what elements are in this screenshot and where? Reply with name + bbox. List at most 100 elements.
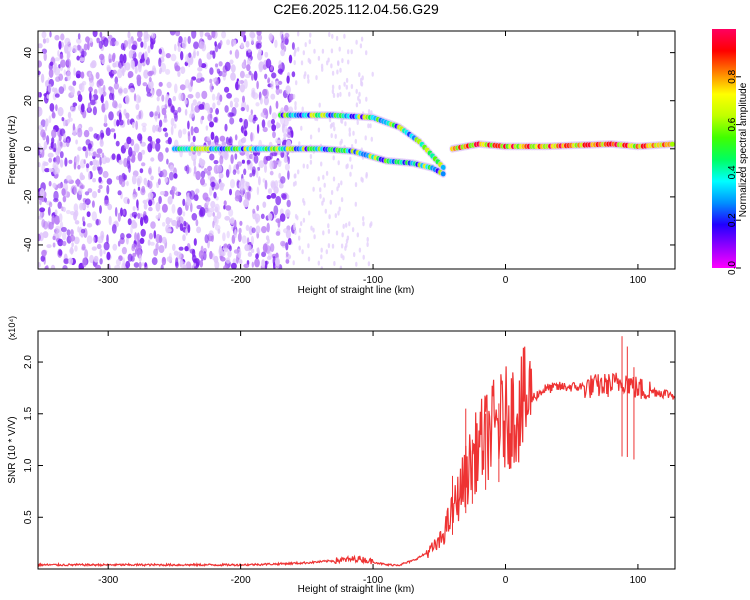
spectrogram-noise-blob [144, 262, 148, 268]
spectrogram-noise-blob [117, 190, 122, 196]
spectrogram-noise-blob [334, 213, 337, 219]
spectrogram-noise-blob [183, 36, 187, 44]
spectrogram-noise-blob [59, 159, 64, 168]
spectrogram-noise-blob [80, 71, 85, 79]
spectrogram-noise-blob [355, 261, 358, 267]
spectrogram-noise-blob [99, 31, 103, 38]
spectrogram-noise-blob [335, 35, 339, 41]
spectrogram-noise-blob [128, 146, 133, 157]
snr-x-tick-label: -300 [98, 575, 118, 586]
spectrogram-noise-blob [280, 176, 286, 184]
spectrogram-y-tick-label: 40 [23, 47, 34, 59]
spectrogram-noise-blob [183, 220, 187, 227]
spectrogram-noise-blob [126, 136, 132, 145]
spectrogram-noise-blob [237, 232, 242, 243]
spectrogram-noise-blob [228, 138, 232, 144]
spectrogram-noise-blob [64, 37, 71, 46]
spectrogram-noise-blob [287, 237, 292, 245]
spectrogram-noise-blob [38, 107, 43, 117]
spectrogram-noise-blob [108, 111, 114, 121]
spectrogram-noise-blob [206, 136, 211, 142]
spectrogram-noise-blob [184, 246, 189, 252]
spectrogram-noise-blob [146, 92, 152, 97]
spectrogram-noise-blob [143, 40, 147, 50]
spectrogram-noise-blob [173, 250, 179, 256]
spectrogram-noise-blob [44, 122, 48, 132]
spectrogram-noise-blob [109, 92, 113, 101]
spectrogram-marks [38, 31, 675, 269]
spectrogram-noise-blob [269, 105, 272, 115]
spectrogram-noise-blob [147, 239, 151, 246]
spectrogram-noise-blob [80, 174, 85, 180]
spectrogram-noise-blob [370, 136, 373, 142]
spectrogram-noise-blob [158, 196, 162, 204]
colorbar-label: Normalized spectral amplitude [738, 82, 749, 217]
spectrogram-noise-blob [171, 191, 175, 200]
spectrogram-noise-blob [251, 73, 254, 81]
spectrogram-noise-blob [339, 91, 342, 97]
spectrogram-noise-blob [149, 111, 154, 118]
spectrogram-noise-blob [326, 60, 329, 66]
spectrogram-noise-blob [302, 163, 305, 169]
spectrogram-noise-blob [149, 139, 153, 149]
spectrogram-noise-blob [126, 180, 129, 187]
spectrogram-noise-blob [338, 46, 341, 52]
spectrogram-noise-blob [121, 246, 127, 255]
spectrogram-noise-blob [355, 102, 359, 108]
spectrogram-noise-blob [246, 190, 251, 201]
spectrogram-noise-blob [358, 247, 362, 253]
spectrogram-noise-blob [114, 40, 119, 46]
spectrogram-noise-blob [75, 155, 80, 165]
spectrogram-noise-blob [262, 243, 268, 253]
spectrogram-noise-blob [255, 253, 259, 260]
spectrogram-noise-blob [167, 97, 172, 107]
spectrogram-noise-blob [298, 227, 302, 233]
spectrogram-noise-blob [48, 68, 54, 79]
spectrogram-noise-blob [193, 165, 197, 175]
spectrogram-noise-blob [87, 143, 93, 150]
spectrogram-noise-blob [228, 208, 234, 217]
spectrogram-noise-blob [328, 214, 331, 220]
spectrogram-noise-blob [51, 129, 57, 139]
spectrogram-noise-blob [223, 247, 229, 253]
spectrogram-noise-blob [211, 31, 216, 39]
snr-frame [37, 330, 676, 570]
spectrogram-noise-blob [240, 31, 245, 38]
spectrogram-noise-blob [275, 257, 280, 267]
spectrogram-noise-blob [187, 94, 194, 99]
spectrogram-noise-blob [345, 77, 349, 83]
spectrogram-noise-blob [270, 192, 277, 199]
spectrogram-noise-blob [89, 254, 94, 264]
spectrogram-noise-blob [165, 68, 171, 75]
spectrogram-noise-blob [159, 69, 162, 75]
spectrogram-noise-blob [199, 259, 204, 268]
spectrogram-noise-blob [366, 242, 369, 247]
spectrogram-y-tick-label: 0 [23, 146, 34, 152]
spectrogram-noise-blob [175, 257, 179, 267]
spectrogram-noise-blob [206, 210, 213, 218]
spectrogram-noise-blob [89, 161, 94, 166]
spectrogram-noise-blob [77, 164, 81, 170]
spectrogram-noise-blob [293, 60, 296, 66]
spectrogram-noise-blob [294, 230, 297, 235]
spectrogram-noise-blob [182, 198, 186, 207]
spectrogram-noise-blob [43, 141, 48, 150]
spectrogram-noise-blob [188, 52, 192, 58]
spectrogram-noise-blob [210, 200, 216, 209]
spectrogram-noise-blob [99, 205, 102, 214]
spectrogram-noise-blob [158, 57, 162, 67]
spectrogram-noise-blob [157, 166, 161, 174]
spectrogram-noise-blob [271, 124, 277, 132]
spectrogram-noise-blob [80, 103, 85, 113]
spectrogram-noise-blob [201, 115, 205, 121]
spectrogram-noise-blob [147, 45, 151, 54]
spectrogram-noise-blob [200, 177, 205, 186]
spectrogram-noise-blob [162, 127, 168, 132]
spectrogram-noise-blob [100, 87, 104, 93]
spectrogram-noise-blob [243, 198, 250, 208]
spectrogram-noise-blob [280, 49, 285, 57]
spectrogram-noise-blob [237, 169, 240, 175]
spectrogram-noise-blob [344, 245, 347, 251]
spectrogram-noise-blob [191, 264, 195, 269]
spectrogram-noise-blob [245, 40, 250, 48]
